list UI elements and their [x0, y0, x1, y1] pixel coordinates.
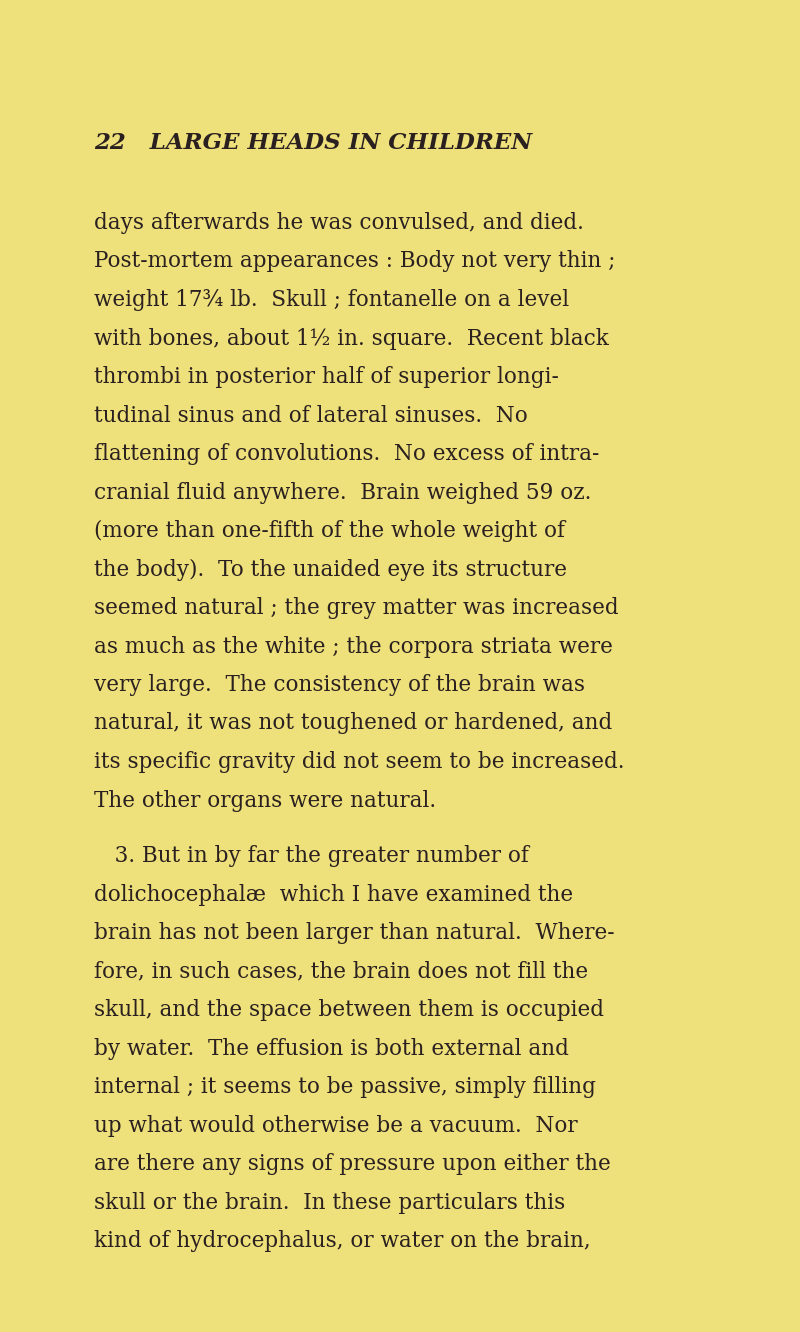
Text: are there any signs of pressure upon either the: are there any signs of pressure upon eit…: [94, 1154, 611, 1175]
Text: very large.  The consistency of the brain was: very large. The consistency of the brain…: [94, 674, 586, 697]
Text: up what would otherwise be a vacuum.  Nor: up what would otherwise be a vacuum. Nor: [94, 1115, 578, 1136]
Text: fore, in such cases, the brain does not fill the: fore, in such cases, the brain does not …: [94, 960, 589, 983]
Text: seemed natural ; the grey matter was increased: seemed natural ; the grey matter was inc…: [94, 597, 619, 619]
Text: The other organs were natural.: The other organs were natural.: [94, 790, 437, 811]
Text: skull or the brain.  In these particulars this: skull or the brain. In these particulars…: [94, 1192, 566, 1213]
Text: natural, it was not toughened or hardened, and: natural, it was not toughened or hardene…: [94, 713, 613, 734]
Text: kind of hydrocephalus, or water on the brain,: kind of hydrocephalus, or water on the b…: [94, 1231, 591, 1252]
Text: internal ; it seems to be passive, simply filling: internal ; it seems to be passive, simpl…: [94, 1076, 596, 1099]
Text: the body).  To the unaided eye its structure: the body). To the unaided eye its struct…: [94, 558, 567, 581]
Text: its specific gravity did not seem to be increased.: its specific gravity did not seem to be …: [94, 751, 625, 773]
Text: by water.  The effusion is both external and: by water. The effusion is both external …: [94, 1038, 570, 1060]
Text: dolichocephalæ  which I have examined the: dolichocephalæ which I have examined the: [94, 884, 574, 906]
Text: days afterwards he was convulsed, and died.: days afterwards he was convulsed, and di…: [94, 212, 584, 234]
Text: as much as the white ; the corpora striata were: as much as the white ; the corpora stria…: [94, 635, 614, 658]
Text: skull, and the space between them is occupied: skull, and the space between them is occ…: [94, 999, 605, 1022]
Text: 22   LARGE HEADS IN CHILDREN: 22 LARGE HEADS IN CHILDREN: [94, 132, 533, 155]
Text: with bones, about 1½ in. square.  Recent black: with bones, about 1½ in. square. Recent …: [94, 328, 610, 349]
Text: cranial fluid anywhere.  Brain weighed 59 oz.: cranial fluid anywhere. Brain weighed 59…: [94, 481, 592, 503]
Text: tudinal sinus and of lateral sinuses.  No: tudinal sinus and of lateral sinuses. No: [94, 405, 528, 426]
Text: flattening of convolutions.  No excess of intra-: flattening of convolutions. No excess of…: [94, 444, 600, 465]
Text: thrombi in posterior half of superior longi-: thrombi in posterior half of superior lo…: [94, 366, 559, 388]
Text: (more than one-fifth of the whole weight of: (more than one-fifth of the whole weight…: [94, 519, 566, 542]
Text: 3. But in by far the greater number of: 3. But in by far the greater number of: [94, 846, 530, 867]
Text: Post-mortem appearances : Body not very thin ;: Post-mortem appearances : Body not very …: [94, 250, 616, 273]
Text: brain has not been larger than natural.  Where-: brain has not been larger than natural. …: [94, 922, 615, 944]
Text: weight 17¾ lb.  Skull ; fontanelle on a level: weight 17¾ lb. Skull ; fontanelle on a l…: [94, 289, 570, 310]
